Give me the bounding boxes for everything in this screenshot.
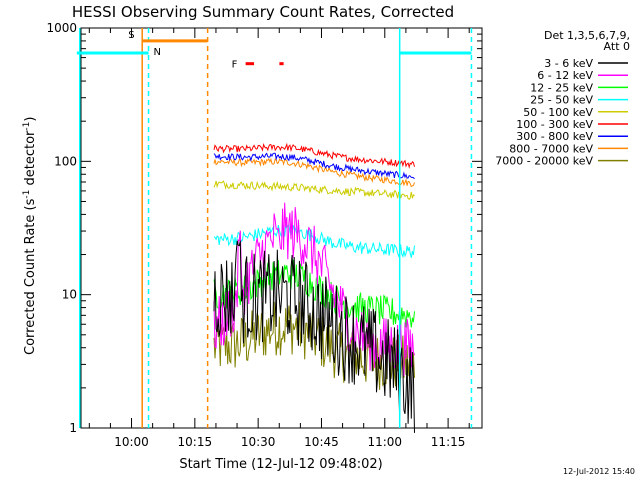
chart-title: HESSI Observing Summary Count Rates, Cor… xyxy=(72,3,454,21)
legend-label: 50 - 100 keV xyxy=(523,106,593,119)
legend-label: 7000 - 20000 keV xyxy=(495,155,593,168)
x-tick-label: 10:15 xyxy=(178,435,213,449)
annotation-layer: SNF xyxy=(76,28,473,428)
series-line-300-800-keV xyxy=(213,152,415,180)
legend-label: 25 - 50 keV xyxy=(530,94,593,107)
annotation-label: N xyxy=(154,47,161,58)
series-line-100-300-keV xyxy=(213,142,415,169)
legend-label: 100 - 300 keV xyxy=(516,118,593,131)
legend-label: 3 - 6 keV xyxy=(544,57,593,70)
plot-frame xyxy=(80,27,483,429)
x-axis-label: Start Time (12-Jul-12 09:48:02) xyxy=(179,457,382,472)
x-tick-label: 11:15 xyxy=(431,435,466,449)
x-tick-label: 10:00 xyxy=(114,435,149,449)
series-line-50-100-keV xyxy=(213,180,415,200)
x-tick-label: 10:30 xyxy=(241,435,276,449)
y-tick-label: 100 xyxy=(54,154,77,168)
data-layer xyxy=(213,142,415,433)
series-line-3-6-keV xyxy=(213,240,415,433)
legend-label: 300 - 800 keV xyxy=(516,130,593,143)
axis-layer: 1 10 100 1000 10:00 10:15 10:30 10:45 11:00 11:15 xyxy=(46,21,482,449)
y-tick-label: 1 xyxy=(69,421,77,435)
y-axis-label: Corrected Count Rate (s-1 detector-1) xyxy=(22,117,38,355)
legend-label: 800 - 7000 keV xyxy=(509,142,593,155)
series-line-800-7000-keV xyxy=(213,157,415,188)
timestamp: 12-Jul-2012 15:40 xyxy=(563,467,635,476)
legend-label: 6 - 12 keV xyxy=(537,69,593,82)
legend-label: 12 - 25 keV xyxy=(530,81,593,94)
legend-attenuator: Att 0 xyxy=(604,40,630,53)
y-tick-label: 10 xyxy=(62,288,77,302)
x-tick-label: 11:00 xyxy=(367,435,402,449)
x-tick-label: 10:45 xyxy=(304,435,339,449)
legend-detectors: Det 1,3,5,6,7,9, xyxy=(544,29,630,42)
y-tick-label: 1000 xyxy=(46,21,77,35)
flare-label: F xyxy=(232,60,238,71)
